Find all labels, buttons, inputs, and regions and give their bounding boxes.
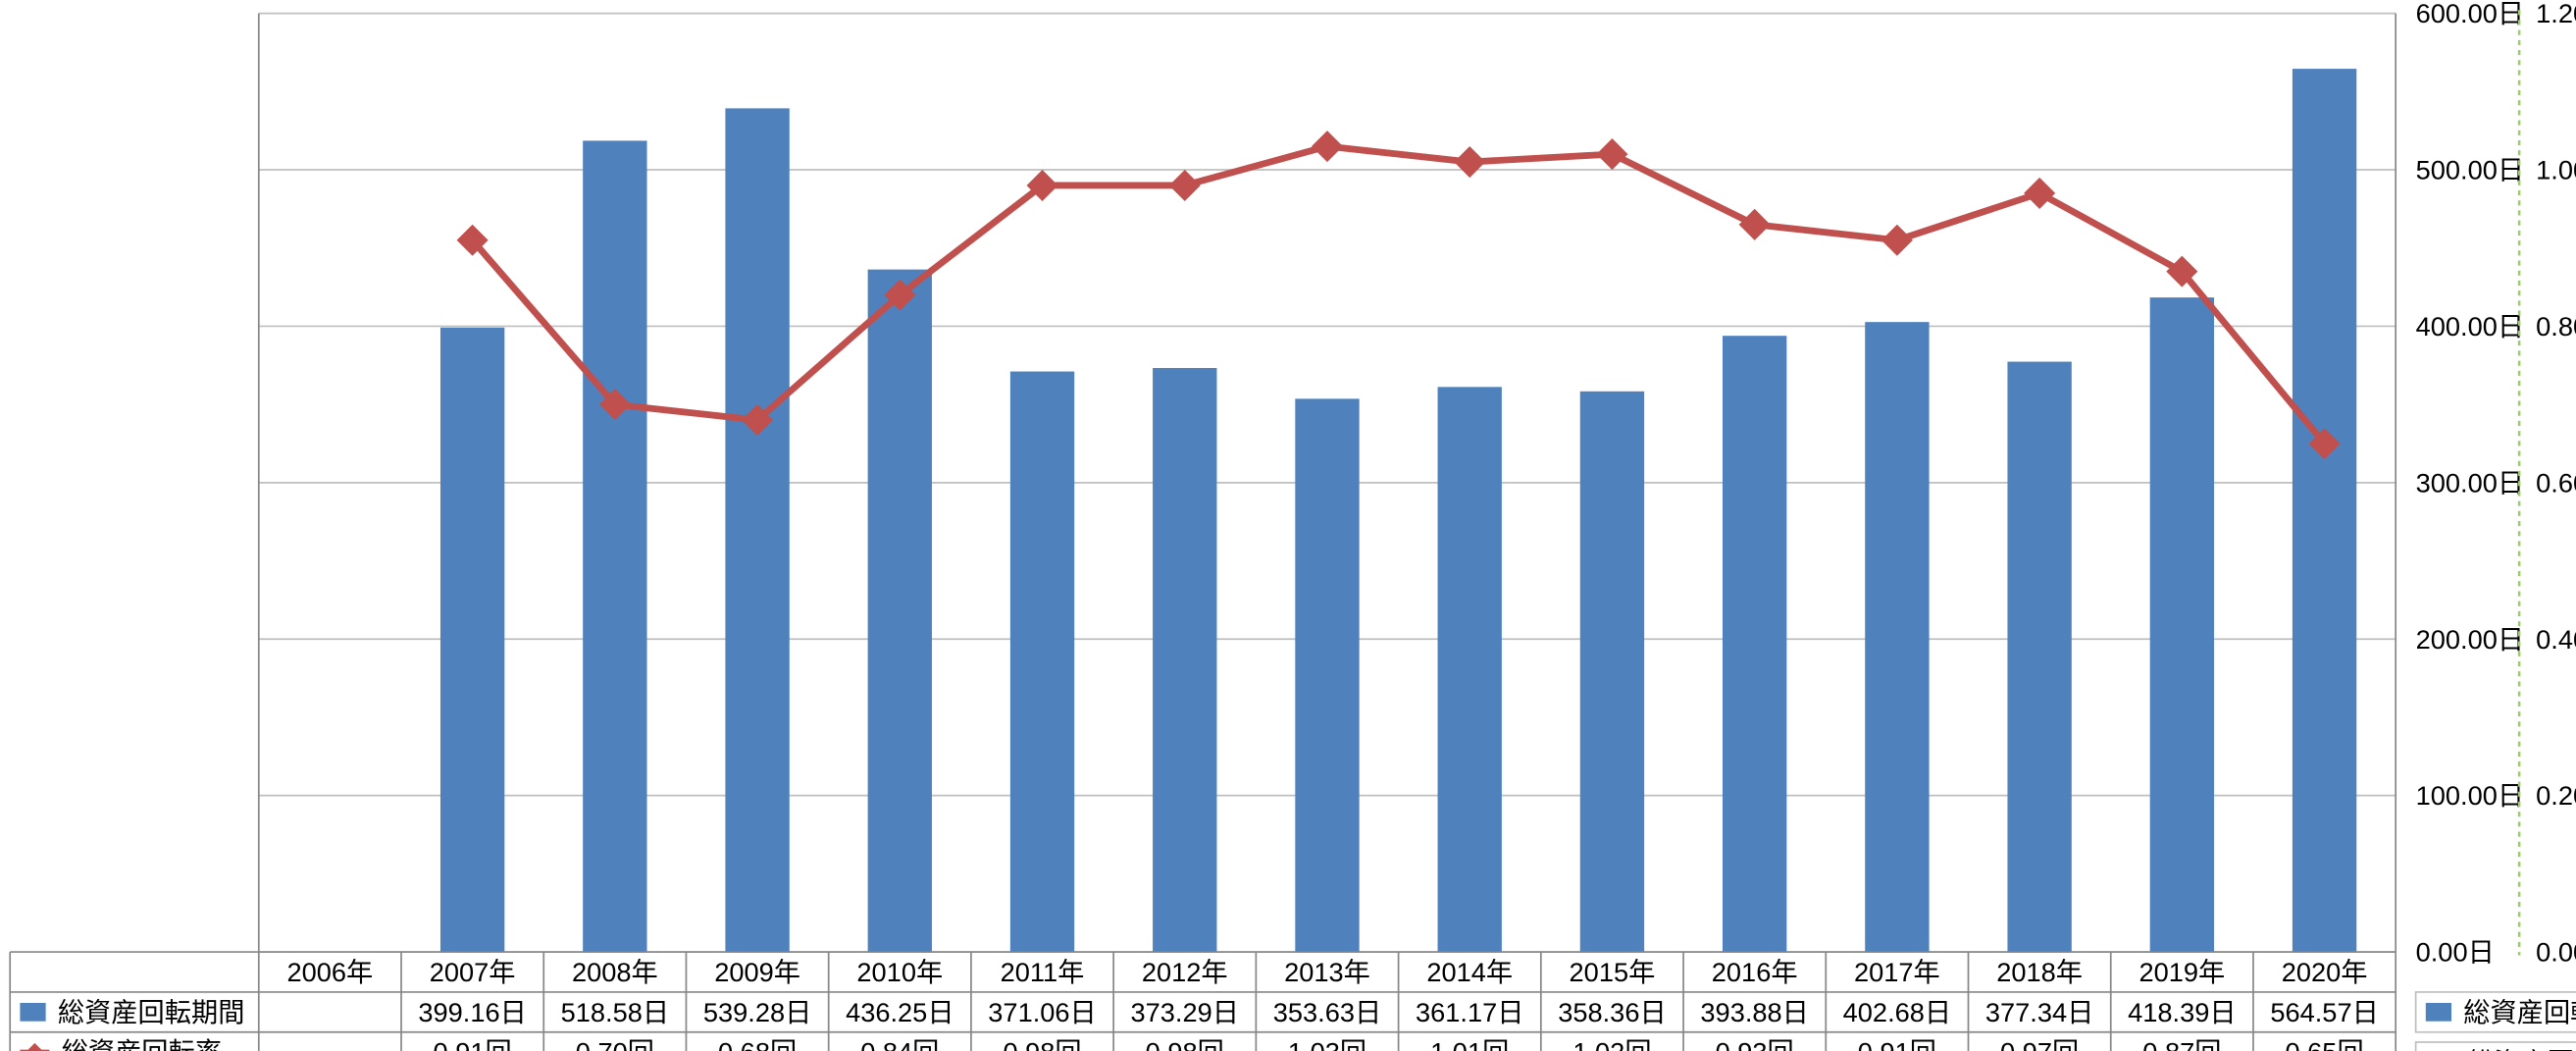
left-axis-label: 0.00日 bbox=[2416, 937, 2495, 968]
legend-line-label: 総資産回転率 bbox=[62, 1037, 222, 1051]
bar-value: 418.39日 bbox=[2128, 997, 2236, 1027]
bar bbox=[1438, 387, 1502, 952]
category-label: 2014年 bbox=[1426, 957, 1513, 987]
bar-value: 436.25日 bbox=[846, 997, 953, 1027]
category-label: 2008年 bbox=[572, 957, 658, 987]
bar-value: 518.58日 bbox=[561, 997, 669, 1027]
left-axis-label: 200.00日 bbox=[2416, 624, 2524, 655]
bar bbox=[1153, 368, 1216, 952]
right-axis-label: 0.80回 bbox=[2536, 311, 2576, 342]
category-label: 2017年 bbox=[1854, 957, 1940, 987]
category-label: 2012年 bbox=[1142, 957, 1228, 987]
bar-value: 358.36日 bbox=[1558, 997, 1666, 1027]
line-value: 1.02回 bbox=[1572, 1037, 1651, 1051]
category-label: 2018年 bbox=[1996, 957, 2083, 987]
bar-value: 564.57日 bbox=[2270, 997, 2378, 1027]
bar-value: 373.29日 bbox=[1131, 997, 1239, 1027]
category-label: 2016年 bbox=[1712, 957, 1798, 987]
bar bbox=[2007, 362, 2071, 953]
left-axis-label: 400.00日 bbox=[2416, 311, 2524, 342]
svg-text:総資産回転期間: 総資産回転期間 bbox=[2463, 997, 2576, 1027]
bar bbox=[583, 140, 646, 952]
bar-value: 353.63日 bbox=[1273, 997, 1381, 1027]
left-axis-label: 300.00日 bbox=[2416, 467, 2524, 498]
bar bbox=[1010, 372, 1074, 953]
category-label: 2007年 bbox=[430, 957, 516, 987]
bar bbox=[1295, 398, 1359, 952]
right-axis-label: 1.20回 bbox=[2536, 0, 2576, 28]
line-value: 1.03回 bbox=[1288, 1037, 1366, 1051]
bar bbox=[1580, 392, 1644, 952]
right-axis-label: 0.00回 bbox=[2536, 937, 2576, 968]
line-value: 0.84回 bbox=[860, 1037, 939, 1051]
category-label: 2013年 bbox=[1284, 957, 1370, 987]
bar-value: 371.06日 bbox=[988, 997, 1096, 1027]
bar bbox=[1723, 336, 1786, 952]
right-axis-label: 0.20回 bbox=[2536, 780, 2576, 811]
bar-value: 402.68日 bbox=[1843, 997, 1951, 1027]
category-label: 2020年 bbox=[2282, 957, 2368, 987]
category-label: 2006年 bbox=[287, 957, 374, 987]
category-label: 2011年 bbox=[1001, 957, 1085, 987]
line-value: 0.98回 bbox=[1003, 1037, 1081, 1051]
left-axis-label: 100.00日 bbox=[2416, 780, 2524, 811]
line-value: 1.01回 bbox=[1430, 1037, 1509, 1051]
bar-value: 377.34日 bbox=[1985, 997, 2093, 1027]
category-label: 2009年 bbox=[714, 957, 800, 987]
bar bbox=[440, 328, 504, 952]
line-value: 0.98回 bbox=[1146, 1037, 1224, 1051]
bar bbox=[868, 270, 932, 952]
bar-value: 361.17日 bbox=[1416, 997, 1523, 1027]
bar-value: 399.16日 bbox=[418, 997, 526, 1027]
category-label: 2015年 bbox=[1570, 957, 1656, 987]
line-value: 0.70回 bbox=[576, 1037, 654, 1051]
right-axis-label: 0.60回 bbox=[2536, 467, 2576, 498]
line-value: 0.87回 bbox=[2142, 1037, 2221, 1051]
left-axis-label: 600.00日 bbox=[2416, 0, 2524, 28]
line-value: 0.97回 bbox=[2000, 1037, 2079, 1051]
line-value: 0.91回 bbox=[434, 1037, 512, 1051]
right-axis-label: 1.00回 bbox=[2536, 155, 2576, 185]
bar bbox=[1865, 322, 1929, 952]
bar bbox=[2150, 297, 2214, 952]
right-axis-label: 0.40回 bbox=[2536, 624, 2576, 655]
line-value: 0.68回 bbox=[718, 1037, 797, 1051]
line-value: 0.93回 bbox=[1716, 1037, 1794, 1051]
bar-value: 539.28日 bbox=[703, 997, 811, 1027]
dual-axis-chart: 0.00日 100.00日 200.00日 300.00日 400.00日 500.00日… bbox=[0, 0, 2576, 1051]
bar bbox=[725, 108, 789, 952]
category-label: 2010年 bbox=[856, 957, 943, 987]
bar-value: 393.88日 bbox=[1700, 997, 1808, 1027]
legend-bar-swatch bbox=[20, 1003, 45, 1022]
category-label: 2019年 bbox=[2138, 957, 2225, 987]
line-value: 0.91回 bbox=[1858, 1037, 1936, 1051]
svg-text:総資産回転率: 総資産回転率 bbox=[2467, 1047, 2576, 1051]
legend-bar-label: 総資産回転期間 bbox=[58, 997, 245, 1027]
bar bbox=[2293, 69, 2356, 952]
line-value: 0.65回 bbox=[2285, 1037, 2363, 1051]
left-axis-label: 500.00日 bbox=[2416, 155, 2524, 185]
